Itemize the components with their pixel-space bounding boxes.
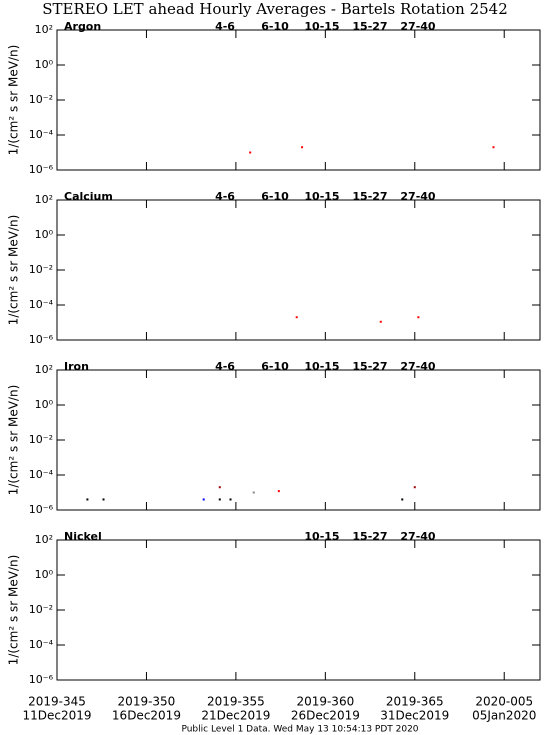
legend-entry: 15-27 bbox=[352, 190, 387, 203]
legend-entry: 15-27 bbox=[352, 530, 387, 543]
y-tick-label: 10⁻⁴ bbox=[29, 128, 54, 141]
y-tick-label: 10⁻² bbox=[29, 603, 53, 616]
y-tick-label: 10⁻⁴ bbox=[29, 468, 54, 481]
chart-title: STEREO LET ahead Hourly Averages - Barte… bbox=[42, 0, 508, 18]
y-tick-label: 10⁻² bbox=[29, 433, 53, 446]
legend-entry: 27-40 bbox=[400, 360, 436, 373]
legend-entry: 6-10 bbox=[261, 360, 289, 373]
panel-title: Nickel bbox=[64, 530, 102, 543]
legend-entry: 4-6 bbox=[215, 360, 235, 373]
x-tick-label: 2019-360 bbox=[296, 695, 354, 709]
data-point bbox=[413, 486, 416, 489]
legend-entry: 6-10 bbox=[261, 20, 289, 33]
y-axis-label: 1/(cm² s sr MeV/n) bbox=[7, 215, 21, 326]
y-tick-label: 10⁻² bbox=[29, 263, 53, 276]
y-tick-label: 10⁻⁶ bbox=[29, 673, 54, 686]
y-tick-label: 10⁰ bbox=[35, 228, 54, 241]
y-axis-label: 1/(cm² s sr MeV/n) bbox=[7, 45, 21, 156]
x-tick-date: 16Dec2019 bbox=[112, 709, 181, 723]
y-tick-label: 10⁻⁴ bbox=[29, 298, 54, 311]
y-tick-label: 10⁻⁶ bbox=[29, 333, 54, 346]
data-point bbox=[301, 146, 304, 149]
plot-frame bbox=[56, 29, 541, 171]
legend-entry: 6-10 bbox=[261, 190, 289, 203]
data-point bbox=[417, 316, 420, 319]
panel-title: Argon bbox=[64, 20, 101, 33]
panel-title: Iron bbox=[64, 360, 89, 373]
legend-entry: 27-40 bbox=[400, 530, 436, 543]
data-point bbox=[229, 498, 232, 501]
x-tick-label: 2019-355 bbox=[207, 695, 265, 709]
data-point bbox=[218, 498, 221, 501]
x-tick-label: 2019-350 bbox=[118, 695, 176, 709]
y-tick-label: 10⁻⁶ bbox=[29, 163, 54, 176]
x-tick-label: 2020-005 bbox=[475, 695, 533, 709]
y-tick-label: 10⁰ bbox=[35, 568, 54, 581]
x-tick-label: 2019-345 bbox=[28, 695, 86, 709]
legend-entry: 10-15 bbox=[304, 360, 339, 373]
y-axis-label: 1/(cm² s sr MeV/n) bbox=[7, 385, 21, 496]
x-tick-date: 11Dec2019 bbox=[22, 709, 91, 723]
legend-entry: 4-6 bbox=[215, 190, 235, 203]
data-point bbox=[295, 316, 298, 319]
data-point bbox=[379, 320, 382, 323]
y-tick-label: 10² bbox=[35, 193, 53, 206]
data-point bbox=[249, 151, 252, 154]
y-tick-label: 10⁻⁶ bbox=[29, 503, 54, 516]
y-tick-label: 10² bbox=[35, 363, 53, 376]
y-tick-label: 10² bbox=[35, 23, 53, 36]
data-point bbox=[492, 146, 495, 149]
x-tick-date: 05Jan2020 bbox=[472, 709, 536, 723]
y-axis-label: 1/(cm² s sr MeV/n) bbox=[7, 555, 21, 666]
footer: Public Level 1 Data. Wed May 13 10:54:13… bbox=[181, 725, 418, 735]
legend-entry: 27-40 bbox=[400, 20, 436, 33]
y-tick-label: 10⁰ bbox=[35, 58, 54, 71]
data-point bbox=[401, 498, 404, 501]
y-tick-label: 10⁻² bbox=[29, 93, 53, 106]
data-point bbox=[218, 486, 221, 489]
y-tick-label: 10⁰ bbox=[35, 398, 54, 411]
x-tick-date: 26Dec2019 bbox=[291, 709, 360, 723]
plot-frame bbox=[56, 539, 541, 681]
x-tick-date: 31Dec2019 bbox=[380, 709, 449, 723]
legend-entry: 15-27 bbox=[352, 360, 387, 373]
legend-entry: 10-15 bbox=[304, 190, 339, 203]
legend-entry: 10-15 bbox=[304, 20, 339, 33]
x-tick-label: 2019-365 bbox=[386, 695, 444, 709]
legend-entry: 27-40 bbox=[400, 190, 436, 203]
x-tick-date: 21Dec2019 bbox=[201, 709, 270, 723]
legend-entry: 4-6 bbox=[215, 20, 235, 33]
legend-entry: 15-27 bbox=[352, 20, 387, 33]
plot-frame bbox=[56, 369, 541, 511]
data-point bbox=[277, 490, 280, 493]
y-tick-label: 10² bbox=[35, 533, 53, 546]
legend-entry: 10-15 bbox=[304, 530, 339, 543]
data-point bbox=[102, 498, 105, 501]
panel-title: Calcium bbox=[64, 190, 113, 203]
data-point bbox=[86, 498, 89, 501]
data-point bbox=[252, 491, 255, 494]
y-tick-label: 10⁻⁴ bbox=[29, 638, 54, 651]
plot-frame bbox=[56, 199, 541, 341]
data-point bbox=[202, 498, 205, 501]
